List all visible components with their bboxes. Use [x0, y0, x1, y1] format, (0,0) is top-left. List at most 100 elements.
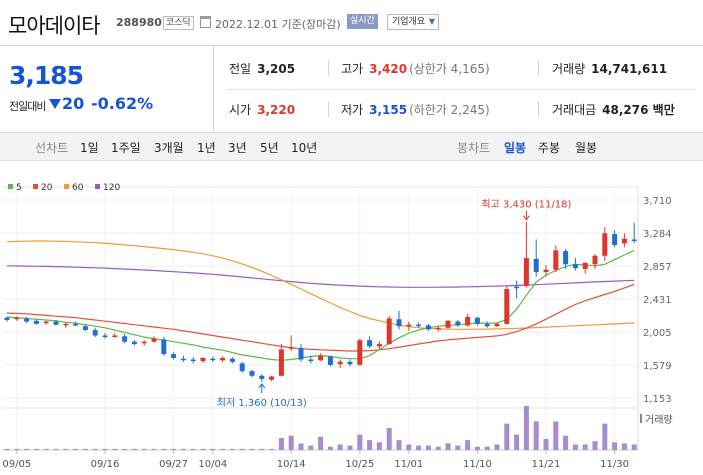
volume-bar	[220, 448, 226, 450]
volume-bar	[582, 444, 588, 450]
ma5-line	[6, 249, 635, 361]
volume-bar	[465, 440, 471, 450]
volume-value: 14,741,611	[591, 62, 668, 76]
candle	[543, 269, 549, 273]
stock-header: 모아데이타 288980 코스닥 2022.12.01 기준(장마감) 실시간 …	[0, 0, 703, 46]
volume-bar	[396, 440, 402, 450]
prev-close: 전일 3,205	[229, 60, 295, 77]
candle	[612, 234, 618, 245]
candle	[53, 321, 59, 325]
candle	[484, 323, 490, 327]
divider	[226, 89, 696, 90]
candle	[151, 338, 157, 342]
tab-daily[interactable]: 일봉	[504, 141, 527, 155]
candle	[563, 251, 569, 265]
candle	[131, 341, 137, 345]
chart-tabs: 선차트 1일 1주일 3개월 1년 3년 5년 10년 봉차트 일봉 주봉 월봉	[0, 133, 703, 161]
candle	[416, 324, 422, 327]
volume-bar	[318, 436, 324, 450]
candle	[220, 357, 226, 361]
volume-bar	[484, 446, 490, 450]
volume-bar	[24, 448, 30, 450]
legend-label: 5	[16, 183, 22, 193]
tab-5year[interactable]: 5년	[260, 141, 279, 155]
candle	[259, 375, 265, 379]
x-tick-label: 10/14	[277, 459, 306, 470]
y-tick-label: 1,153	[643, 394, 672, 405]
candle	[92, 330, 98, 336]
volume-bar	[357, 434, 363, 450]
chevron-down-icon: ▼	[428, 17, 435, 26]
candle	[122, 336, 128, 342]
volume-bar	[288, 435, 294, 450]
candle	[533, 258, 539, 273]
candle	[406, 324, 412, 327]
candle	[73, 323, 79, 326]
tab-3month[interactable]: 3개월	[154, 141, 184, 155]
candle	[376, 344, 382, 347]
candle	[200, 357, 206, 362]
low-arrow-head	[258, 383, 266, 389]
volume-bar	[249, 448, 255, 450]
volume-bar	[514, 434, 520, 450]
tab-monthly[interactable]: 월봉	[575, 141, 598, 155]
low-price: 저가 3,155 (하한가 2,245)	[341, 101, 490, 118]
volume-bar	[122, 448, 128, 450]
candle	[24, 318, 30, 322]
volume-bar	[523, 406, 529, 450]
tab-10year[interactable]: 10년	[291, 141, 318, 155]
candle	[504, 289, 510, 324]
candle	[33, 320, 39, 324]
corp-overview-label: 기업개요	[392, 17, 426, 27]
tab-3year[interactable]: 3년	[228, 141, 247, 155]
volume-bar	[612, 442, 618, 450]
candle	[386, 318, 392, 345]
divider	[0, 45, 703, 46]
date-info: 2022.12.01 기준(장마감)	[215, 18, 341, 31]
candle	[161, 339, 167, 355]
candle	[43, 321, 49, 324]
stock-chart[interactable]: 3,710 3,284 2,857 2,431 2,005 1,579 1,153 09/05…	[0, 161, 703, 475]
divider	[0, 132, 703, 133]
corp-overview-button[interactable]: 기업개요 ▼	[387, 14, 439, 30]
tab-weekly[interactable]: 주봉	[538, 141, 561, 155]
x-tick-label: 09/27	[159, 459, 188, 470]
ma20-line	[6, 283, 635, 352]
amount-value: 48,276 백만	[602, 103, 675, 117]
volume-bar	[563, 435, 569, 450]
candle	[582, 262, 588, 269]
divider	[538, 101, 539, 117]
high-price: 고가 3,420 (상한가 4,165)	[341, 60, 490, 77]
volume-bar	[543, 439, 549, 450]
y-tick-label: 2,857	[643, 262, 672, 273]
volume-bar	[602, 423, 608, 450]
tab-1day[interactable]: 1일	[80, 141, 99, 155]
company-name: 모아데이타	[8, 14, 101, 38]
legend-swatch	[8, 184, 13, 189]
volume-bar	[269, 448, 275, 450]
x-tick-label: 09/05	[2, 459, 31, 470]
realtime-button[interactable]: 실시간	[347, 14, 378, 29]
volume-bar	[210, 448, 216, 450]
candle	[102, 335, 108, 338]
candle	[455, 321, 461, 326]
volume-bar	[386, 428, 392, 450]
volume-bar	[367, 440, 373, 450]
candle	[269, 376, 275, 380]
volume-bar	[259, 448, 265, 450]
x-tick-label: 09/16	[91, 459, 120, 470]
tab-1week[interactable]: 1주일	[111, 141, 141, 155]
candle	[141, 341, 147, 344]
x-tick-label: 11/01	[394, 459, 423, 470]
legend-label: 20	[41, 183, 53, 193]
volume-bar	[229, 448, 235, 450]
tab-1year[interactable]: 1년	[197, 141, 216, 155]
x-tick-label: 11/30	[600, 459, 629, 470]
candle	[572, 264, 578, 269]
volume-bar	[4, 448, 10, 450]
divider	[213, 46, 214, 132]
candle	[396, 319, 402, 327]
volume-bar	[494, 444, 500, 450]
candle	[474, 317, 480, 324]
volume-bar	[572, 444, 578, 450]
